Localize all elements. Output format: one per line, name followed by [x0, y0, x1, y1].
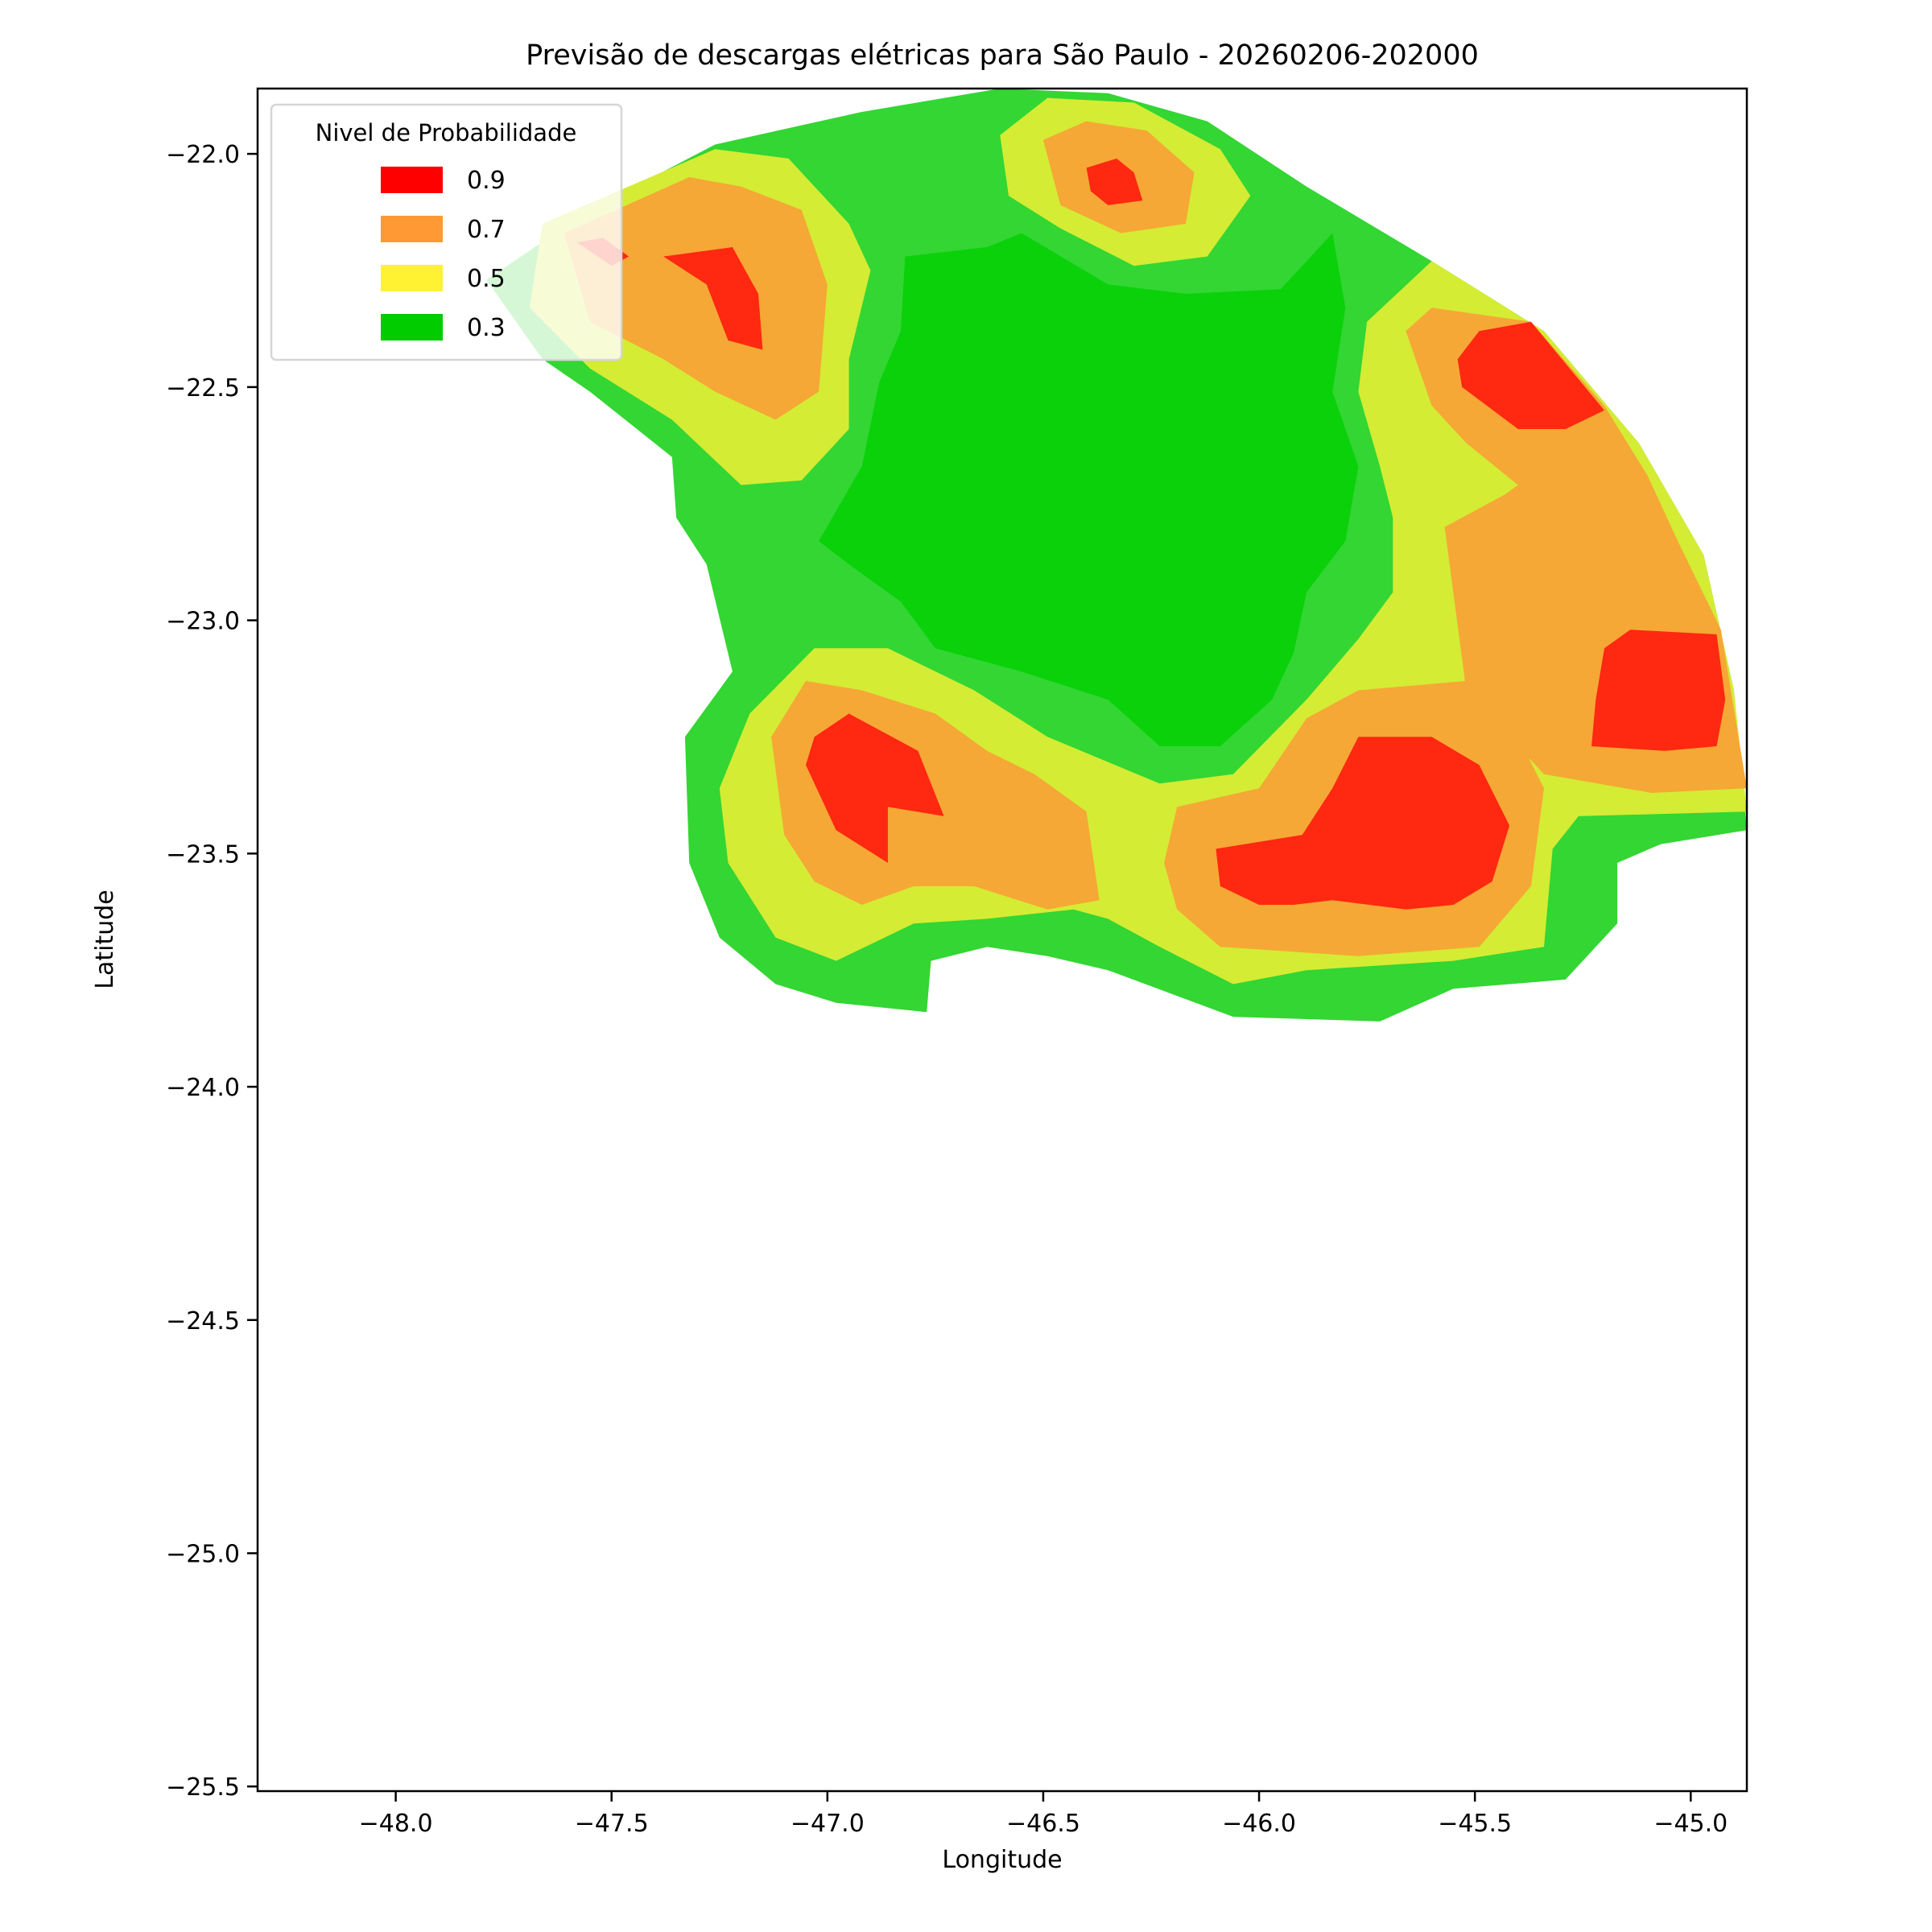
y-tick-label: −22.5	[166, 374, 240, 402]
contour-region-09-16	[1216, 737, 1510, 910]
x-tick-label: −47.0	[791, 1810, 865, 1838]
legend-label: 0.3	[467, 314, 506, 342]
y-tick-label: −25.5	[166, 1773, 240, 1802]
legend-label: 0.7	[467, 216, 506, 244]
contour-region-09-10	[663, 247, 763, 350]
legend-swatch	[381, 314, 443, 341]
legend-label: 0.9	[467, 167, 506, 195]
x-tick-label: −45.5	[1438, 1810, 1512, 1838]
contour-region-09-12	[1086, 158, 1143, 205]
y-tick-label: −24.0	[166, 1074, 240, 1102]
x-axis-label: Longitude	[942, 1846, 1062, 1874]
legend: Nivel de Probabilidade 0.9 0.7 0.5 0.3	[270, 103, 623, 361]
x-tick-label: −45.0	[1653, 1810, 1728, 1838]
y-axis: −22.0 −22.5 −23.0 −23.5 −24.0 −24.5 −25.0 −25.5	[166, 141, 258, 1802]
x-axis: −48.0 −47.5 −47.0 −46.5 −46.0 −45.5 −45.0	[359, 1791, 1728, 1838]
legend-box	[270, 103, 623, 361]
contour-region-09-14	[1591, 630, 1726, 751]
y-axis-label: Latitude	[91, 890, 119, 989]
y-tick-label: −22.0	[166, 141, 240, 169]
x-tick-label: −46.0	[1222, 1810, 1296, 1838]
y-tick-label: −23.0	[166, 608, 240, 636]
x-tick-label: −47.5	[575, 1810, 649, 1838]
y-tick-label: −25.0	[166, 1540, 240, 1568]
legend-swatch	[381, 167, 443, 193]
legend-swatch	[381, 265, 443, 291]
y-tick-label: −24.5	[166, 1307, 240, 1335]
chart-title: Previsão de descargas elétricas para São…	[526, 39, 1479, 72]
legend-title: Nivel de Probabilidade	[316, 119, 577, 147]
contour-region-03-1	[819, 233, 1359, 747]
x-tick-label: −48.0	[359, 1810, 433, 1838]
legend-label: 0.5	[467, 265, 506, 293]
axes-frame	[256, 87, 1748, 1793]
contour-region-09-13	[1457, 321, 1604, 429]
x-tick-label: −46.5	[1006, 1810, 1080, 1838]
legend-swatch	[381, 216, 443, 242]
contour-region-09-15	[806, 713, 944, 863]
y-tick-label: −23.5	[166, 840, 240, 869]
contour-regions	[486, 89, 1747, 1022]
contour-region-07-5	[564, 177, 828, 420]
